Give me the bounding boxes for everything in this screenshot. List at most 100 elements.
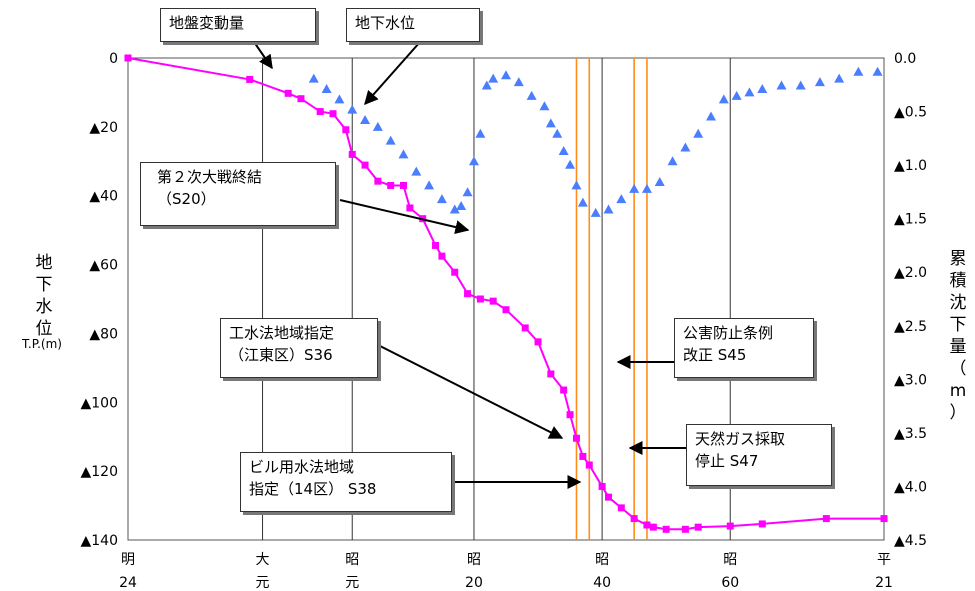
ground-change-point-1 <box>246 75 254 83</box>
groundwater-point-25 <box>565 159 576 169</box>
ground-change-point-18 <box>476 295 484 303</box>
left-tick-label: ▲80 <box>89 326 118 342</box>
ground-change-point-4 <box>316 108 324 116</box>
ground-change-point-23 <box>547 370 555 378</box>
ground-change-point-34 <box>649 523 657 531</box>
ground-change-point-27 <box>579 452 587 460</box>
annotation-natural-gas-stop: 天然ガス採取 停止 S47 <box>686 424 832 486</box>
ground-change-point-22 <box>534 338 542 346</box>
arrow-ground-change <box>253 41 273 70</box>
groundwater-point-32 <box>641 183 652 193</box>
x-tick-number: 21 <box>875 575 893 591</box>
ground-change-point-31 <box>617 504 625 512</box>
svg-text:地下水位: 地下水位 <box>36 253 53 339</box>
ground-change-point-29 <box>598 482 606 490</box>
ground-change-point-19 <box>489 297 497 305</box>
groundwater-point-6 <box>385 135 396 145</box>
event-lines <box>575 58 648 540</box>
ground-change-point-41 <box>880 515 888 523</box>
left-tick-label: ▲120 <box>81 464 119 480</box>
series-layer <box>124 54 888 533</box>
axes: 0 ▲20 ▲40 ▲60 ▲80 ▲100 ▲120 ▲140 0.0 ▲0.5 ▲1.0 ▲1.5… <box>81 51 928 591</box>
groundwater-point-31 <box>629 183 640 193</box>
x-tick-era: 大 <box>256 552 270 568</box>
ground-change-point-26 <box>572 434 580 442</box>
groundwater-point-27 <box>577 197 588 207</box>
ground-change-point-5 <box>329 110 337 118</box>
right-tick-label: ▲4.5 <box>894 533 927 549</box>
x-tick-number: 元 <box>345 575 359 591</box>
annotation-ground-change: 地盤変動量 <box>160 8 316 42</box>
groundwater-point-21 <box>539 101 550 111</box>
groundwater-point-45 <box>834 73 845 83</box>
right-tick-label: ▲2.0 <box>894 265 927 281</box>
groundwater-point-33 <box>654 176 665 186</box>
ground-change-point-6 <box>342 126 350 134</box>
annotation-pollution-ordinance: 公害防止条例 改正 S45 <box>674 318 814 378</box>
groundwater-point-7 <box>398 149 409 159</box>
groundwater-point-34 <box>667 156 678 166</box>
arrow-groundwater <box>364 41 421 106</box>
ground-change-point-15 <box>438 252 446 260</box>
groundwater-point-16 <box>481 80 492 90</box>
ground-change-point-7 <box>348 150 356 158</box>
annotation-text: 天然ガス採取 <box>695 430 786 448</box>
groundwater-point-18 <box>501 70 511 80</box>
svg-text:累積沈下量（m）: 累積沈下量（ m） <box>950 249 967 423</box>
ground-change-point-11 <box>399 181 407 189</box>
groundwater-point-15 <box>475 128 486 138</box>
annotation-text: 工水法地域指定 <box>229 324 335 342</box>
ground-change-point-39 <box>758 520 766 528</box>
groundwater-point-37 <box>706 111 717 121</box>
ground-change-point-30 <box>605 493 613 501</box>
left-tick-label: ▲60 <box>89 258 118 274</box>
ground-change-point-35 <box>662 525 670 533</box>
ground-change-point-25 <box>566 411 574 419</box>
ground-change-point-21 <box>521 324 529 332</box>
groundwater-point-19 <box>513 77 524 87</box>
groundwater-point-24 <box>558 145 569 155</box>
ground-change-point-40 <box>822 515 830 523</box>
x-tick-era: 昭 <box>345 552 359 568</box>
annotation-text: （江東区）S36 <box>229 346 333 364</box>
groundwater-point-28 <box>590 207 601 217</box>
groundwater-point-38 <box>718 94 729 104</box>
ground-change-point-2 <box>284 89 292 97</box>
annotation-arrows <box>253 41 686 489</box>
arrow-ww2 <box>339 199 470 234</box>
ground-change-point-38 <box>726 522 734 530</box>
groundwater-point-1 <box>321 83 332 93</box>
groundwater-point-43 <box>795 80 806 90</box>
annotation-ww2: 第２次大戦終結 （S20） <box>140 162 336 226</box>
left-tick-label: ▲140 <box>81 533 119 549</box>
left-tick-label: ▲100 <box>81 395 119 411</box>
groundwater-point-20 <box>526 90 537 100</box>
x-tick-era: 昭 <box>467 552 481 568</box>
annotation-groundwater: 地下水位 <box>346 8 480 42</box>
groundwater-point-41 <box>757 83 768 93</box>
ground-change-point-36 <box>681 525 689 533</box>
groundwater-point-23 <box>552 128 563 138</box>
annotation-industrial-water-act: 工水法地域指定 （江東区）S36 <box>220 318 378 378</box>
right-tick-label: ▲3.5 <box>894 426 927 442</box>
annotation-text: ビル用水法地域 <box>249 458 355 476</box>
annotation-text: 公害防止条例 <box>683 324 774 342</box>
groundwater-point-26 <box>571 180 582 190</box>
x-tick-era: 昭 <box>595 552 609 568</box>
annotation-text: 地盤変動量 <box>169 14 245 32</box>
left-axis-title: 地下水位 T.P.(m) <box>21 253 62 351</box>
x-tick-number: 元 <box>256 575 270 591</box>
x-tick-era: 昭 <box>723 552 737 568</box>
groundwater-point-35 <box>680 142 691 152</box>
ground-change-point-3 <box>297 95 305 103</box>
ground-change-point-8 <box>361 161 369 169</box>
right-tick-label: ▲4.0 <box>894 479 927 495</box>
ground-change-point-33 <box>643 521 651 529</box>
annotation-text: 地下水位 <box>355 14 416 32</box>
left-axis-unit: T.P.(m) <box>21 337 62 351</box>
groundwater-point-42 <box>776 80 787 90</box>
right-tick-label: ▲2.5 <box>894 319 927 335</box>
right-tick-label: ▲0.5 <box>894 105 927 121</box>
ground-change-point-17 <box>464 290 472 298</box>
